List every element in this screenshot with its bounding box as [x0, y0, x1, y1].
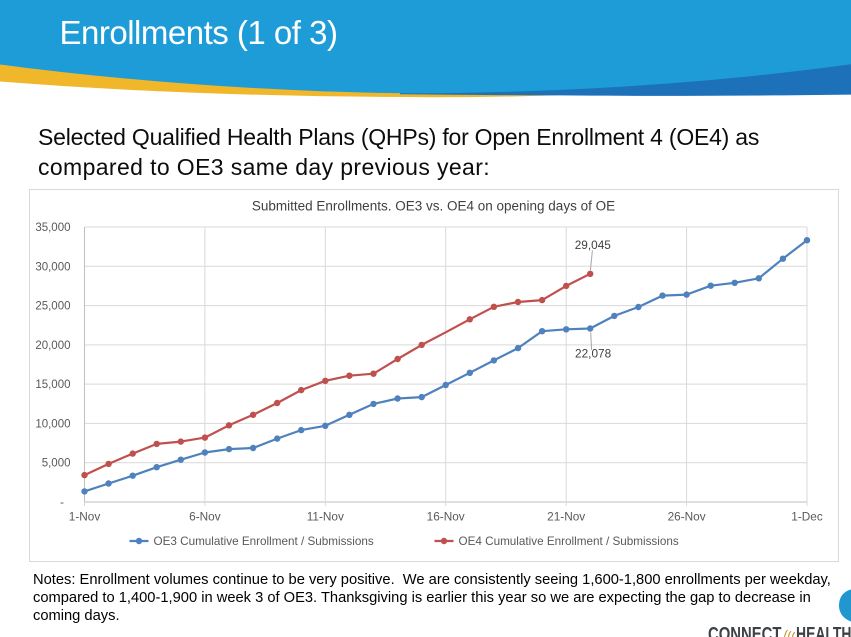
- svg-text:29,045: 29,045: [574, 238, 611, 252]
- svg-text:HEALTH: HEALTH: [796, 625, 851, 637]
- svg-text:16-Nov: 16-Nov: [426, 509, 464, 523]
- svg-text:15,000: 15,000: [35, 379, 70, 391]
- svg-text:30,000: 30,000: [35, 261, 70, 273]
- svg-text:35,000: 35,000: [35, 222, 70, 234]
- svg-text:1-Dec: 1-Dec: [791, 509, 823, 523]
- svg-text:20,000: 20,000: [35, 340, 70, 352]
- svg-text:CONNECT: CONNECT: [708, 625, 782, 637]
- svg-text:10,000: 10,000: [35, 418, 70, 430]
- svg-text:-: -: [60, 497, 64, 509]
- svg-text:OE4 Cumulative Enrollment / Su: OE4 Cumulative Enrollment / Submissions: [458, 535, 678, 548]
- svg-text:Submitted Enrollments. OE3 vs.: Submitted Enrollments. OE3 vs. OE4 on op…: [251, 199, 614, 214]
- svg-text:6-Nov: 6-Nov: [189, 509, 221, 523]
- svg-text:1-Nov: 1-Nov: [68, 509, 100, 523]
- svg-text:21-Nov: 21-Nov: [547, 509, 585, 523]
- svg-text:5,000: 5,000: [41, 458, 70, 470]
- svg-text:22,078: 22,078: [575, 347, 612, 361]
- svg-text:25,000: 25,000: [35, 301, 70, 313]
- svg-text:26-Nov: 26-Nov: [667, 509, 705, 523]
- svg-text:OE3 Cumulative Enrollment / Su: OE3 Cumulative Enrollment / Submissions: [153, 535, 373, 548]
- svg-text:11-Nov: 11-Nov: [306, 509, 343, 523]
